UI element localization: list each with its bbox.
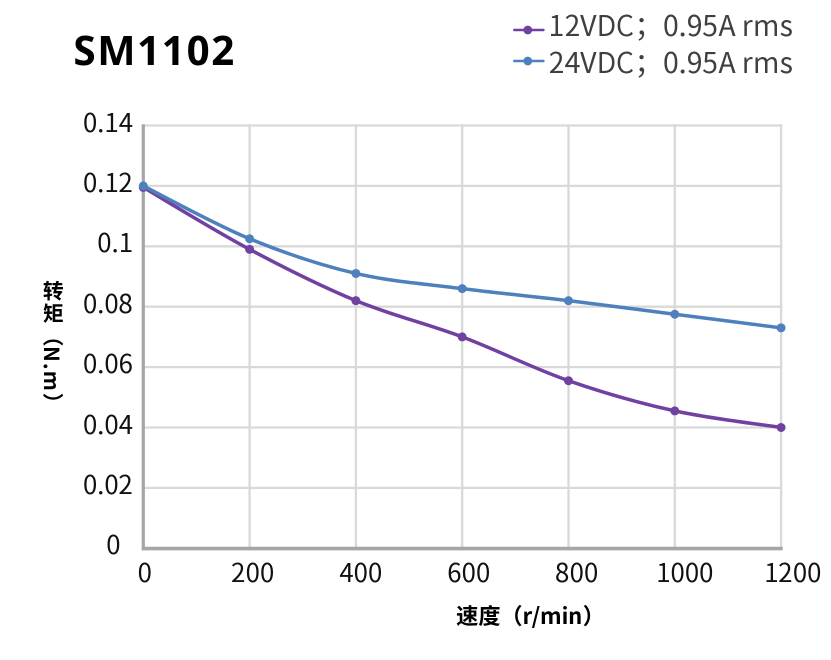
chart-title: SM1102 [73,21,237,77]
series-point-24vdc [776,323,786,333]
y-axis-title: 转矩（N.m） [38,279,69,414]
y-tick-label: 0.08 [82,283,133,321]
series-point-12vdc [670,406,680,416]
series-point-24vdc [457,284,467,294]
legend-label-24vdc: 24VDC；0.95A rms [548,40,793,82]
legend: 12VDC；0.95A rms 24VDC；0.95A rms [512,0,814,90]
x-tick-label: 200 [231,552,275,590]
series-point-24vdc [245,234,255,244]
y-tick-label: 0.04 [82,404,133,442]
x-tick-label: 0 [137,552,152,590]
series-point-24vdc [351,268,361,278]
x-axis-title: 速度（r/min） [456,599,605,631]
y-tick-label: 0.06 [82,344,133,382]
x-tick-label: 800 [555,552,599,590]
series-point-24vdc [670,309,680,319]
legend-marker-12vdc-icon [512,25,545,35]
series-point-12vdc [351,296,361,306]
y-tick-label: 0 [105,525,121,563]
series-point-24vdc [138,181,148,191]
y-tick-label: 0.1 [97,223,133,261]
series-point-24vdc [564,296,573,306]
y-tick-label: 0.12 [82,163,133,200]
x-tick-label: 600 [447,552,491,590]
series-point-12vdc [457,332,467,342]
x-tick-label: 1000 [655,552,714,590]
series-point-12vdc [564,376,573,386]
y-tick-label: 0.02 [82,465,133,502]
series-point-12vdc [776,423,786,432]
y-tick-label: 0.14 [82,102,133,140]
x-tick-label: 400 [339,552,383,590]
series-point-12vdc [245,244,255,254]
legend-label-12vdc: 12VDC；0.95A rms [548,3,793,45]
legend-marker-24vdc-icon [512,56,545,66]
x-tick-label: 1200 [763,552,822,590]
